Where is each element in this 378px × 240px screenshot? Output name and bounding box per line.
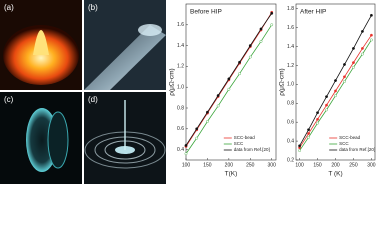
data-point	[316, 117, 319, 121]
x-tick-label: 300	[268, 162, 277, 168]
data-point	[298, 144, 301, 148]
x-tick-label: 250	[349, 162, 358, 168]
data-point	[227, 87, 231, 91]
chart-title: After HIP	[300, 9, 326, 16]
x-axis-label: T(K)	[225, 171, 238, 178]
legend-label: data from Ref.[20]	[234, 147, 270, 152]
data-point	[343, 63, 346, 66]
legend-label: SCC	[339, 141, 349, 146]
y-tick-label: 0.4	[177, 147, 184, 153]
data-point	[334, 94, 337, 98]
data-point	[352, 47, 355, 50]
legend-label: data from Ref.[20]	[339, 147, 375, 152]
data-point	[307, 135, 310, 139]
data-point	[184, 144, 188, 147]
x-tick-label: 300	[367, 162, 376, 168]
y-tick-label: 1.0	[287, 82, 294, 88]
data-point	[343, 80, 346, 83]
data-point	[325, 103, 328, 107]
y-tick-label: 1.2	[177, 64, 184, 70]
x-tick-label: 150	[313, 162, 322, 168]
data-point	[361, 52, 364, 56]
y-tick-label: 0.6	[177, 126, 184, 132]
y-tick-label: 1.2	[287, 63, 294, 69]
data-point	[259, 27, 263, 31]
photo-c: (c)	[0, 92, 82, 184]
data-point	[238, 60, 241, 64]
x-tick-label: 100	[182, 162, 191, 168]
legend-label: SCC-bead	[339, 135, 361, 140]
data-point	[195, 136, 199, 140]
legend-label: SCC	[234, 141, 244, 146]
y-tick-label: 0.6	[287, 120, 294, 126]
data-point	[206, 110, 209, 114]
data-point	[316, 111, 319, 115]
photo-b: (b)	[84, 0, 166, 90]
data-point	[370, 38, 373, 42]
chart-title: Before HIP	[190, 9, 222, 16]
data-point	[334, 89, 337, 93]
y-tick-label: 1.4	[287, 44, 294, 50]
data-point	[325, 108, 328, 112]
x-tick-label: 100	[295, 162, 304, 168]
panel-label: (a)	[4, 3, 14, 12]
panel-label: (d)	[88, 95, 98, 104]
data-point	[316, 121, 319, 125]
figure: (a) (b) (c) (d) 0.4 0.6 0.8 1.0 1.2 1.4 1.6 100…	[0, 0, 376, 184]
data-point	[370, 33, 373, 37]
y-tick-label: 1.8	[287, 6, 294, 12]
x-tick-label: 250	[246, 162, 255, 168]
data-point	[184, 152, 188, 156]
data-point	[343, 75, 346, 79]
legend-label: SCC-bead	[234, 135, 256, 140]
y-tick-label: 0.8	[177, 105, 184, 111]
y-tick-label: 1.0	[177, 85, 184, 91]
data-point	[216, 104, 220, 108]
data-point	[227, 77, 231, 81]
x-tick-label: 200	[225, 162, 234, 168]
y-tick-label: 1.6	[287, 25, 294, 31]
data-point	[195, 127, 199, 131]
data-point	[361, 30, 364, 33]
panel-label: (c)	[4, 95, 14, 104]
y-tick-label: 0.8	[287, 101, 294, 107]
y-tick-label: 1.6	[177, 22, 184, 28]
data-point	[307, 128, 310, 132]
data-point	[248, 55, 252, 59]
data-point	[352, 65, 355, 69]
x-axis-label: T (K)	[328, 171, 342, 178]
data-point	[216, 94, 220, 97]
data-point	[238, 72, 241, 76]
data-point	[370, 13, 373, 17]
data-point	[248, 44, 252, 47]
data-point	[361, 47, 364, 50]
y-axis-label: ρ(μΩ-cm)	[279, 68, 286, 95]
panel-label: (b)	[88, 3, 98, 12]
y-tick-label: 0.4	[287, 138, 294, 144]
y-tick-label: 1.4	[177, 43, 184, 49]
data-point	[307, 132, 310, 135]
data-point	[206, 120, 209, 123]
data-point	[334, 79, 337, 82]
data-point	[259, 40, 263, 43]
y-tick-label: 0.2	[287, 157, 294, 163]
data-point	[325, 95, 328, 99]
data-point	[270, 11, 274, 15]
data-point	[298, 149, 301, 152]
x-tick-label: 150	[203, 162, 212, 168]
photo-a: (a)	[0, 0, 82, 90]
photo-d: (d)	[84, 92, 166, 184]
data-point	[352, 61, 355, 65]
y-axis-label: ρ(μΩ-cm)	[169, 68, 176, 95]
data-point	[270, 23, 274, 27]
x-tick-label: 200	[331, 162, 340, 168]
